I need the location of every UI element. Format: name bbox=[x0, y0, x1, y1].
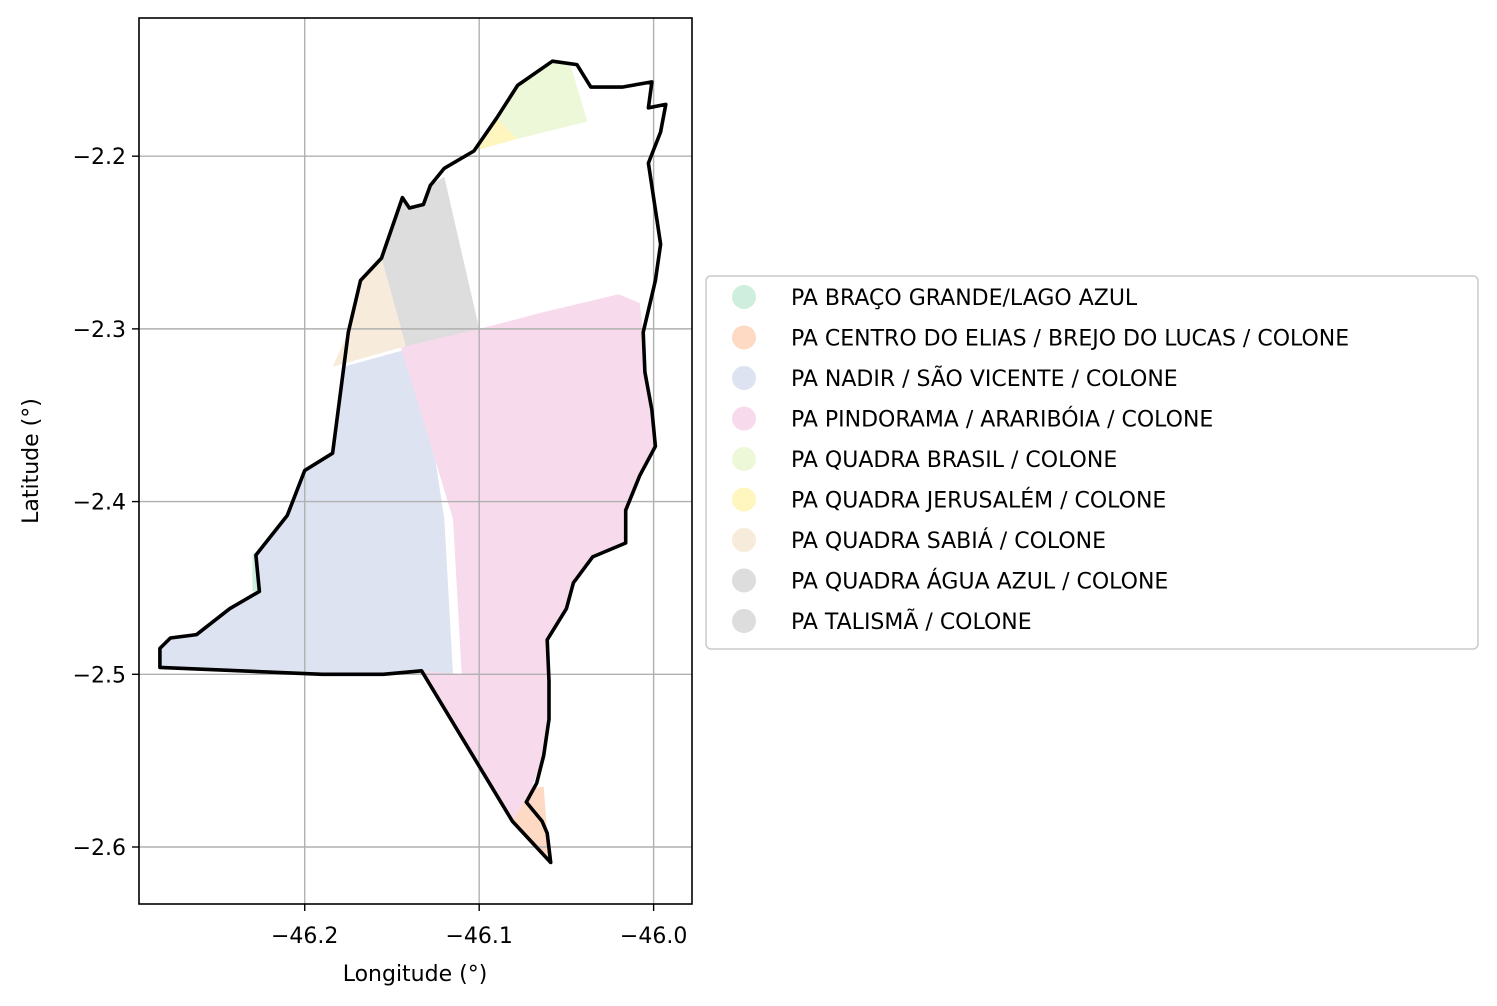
legend-marker-2 bbox=[732, 366, 756, 390]
legend-label-6: PA QUADRA SABIÁ / COLONE bbox=[791, 528, 1106, 554]
regions-layer bbox=[158, 61, 656, 863]
y-axis-label: Latitude (°) bbox=[19, 398, 44, 524]
boundary-layer bbox=[158, 59, 668, 865]
legend-label-1: PA CENTRO DO ELIAS / BREJO DO LUCAS / CO… bbox=[791, 327, 1349, 352]
legend-label-2: PA NADIR / SÃO VICENTE / COLONE bbox=[791, 365, 1178, 392]
legend-label-7: PA QUADRA ÁGUA AZUL / COLONE bbox=[791, 569, 1168, 595]
y-tick-label-2: −2.4 bbox=[73, 491, 126, 516]
legend-marker-6 bbox=[732, 528, 756, 552]
legend-marker-7 bbox=[732, 568, 756, 593]
legend-marker-5 bbox=[732, 487, 756, 512]
legend-label-8: PA TALISMÃ / COLONE bbox=[791, 608, 1032, 635]
x-tick-label-1: −46.1 bbox=[445, 924, 512, 949]
legend-label-3: PA PINDORAMA / ARARIBÓIA / COLONE bbox=[791, 407, 1213, 433]
legend-label-4: PA QUADRA BRASIL / COLONE bbox=[791, 448, 1117, 473]
region-3 bbox=[400, 294, 656, 822]
region-5 bbox=[473, 118, 518, 151]
legend-marker-0 bbox=[732, 285, 756, 309]
y-tick-label-4: −2.6 bbox=[73, 836, 126, 861]
x-axis-label: Longitude (°) bbox=[343, 962, 488, 987]
axes-frame bbox=[138, 17, 693, 905]
x-tick-label-2: −46.0 bbox=[620, 924, 687, 949]
legend-marker-8 bbox=[732, 609, 756, 633]
y-tick-label-0: −2.2 bbox=[73, 145, 126, 170]
grid-layer bbox=[139, 18, 692, 904]
region-7 bbox=[381, 176, 480, 347]
x-tick-label-0: −46.2 bbox=[271, 924, 338, 949]
municipality-boundary bbox=[158, 59, 668, 865]
legend-label-0: PA BRAÇO GRANDE/LAGO AZUL bbox=[791, 286, 1138, 311]
legend-marker-4 bbox=[732, 447, 756, 471]
legend-label-5: PA QUADRA JERUSALÉM / COLONE bbox=[791, 488, 1166, 514]
legend-items: PA BRAÇO GRANDE/LAGO AZUL PA CENTRO DO EL… bbox=[732, 285, 1349, 635]
region-6 bbox=[332, 258, 406, 367]
legend: PA BRAÇO GRANDE/LAGO AZUL PA CENTRO DO EL… bbox=[705, 275, 1479, 650]
region-4 bbox=[496, 61, 588, 139]
region-1 bbox=[512, 786, 551, 863]
region-2 bbox=[158, 346, 453, 675]
legend-marker-1 bbox=[732, 325, 756, 350]
legend-box bbox=[705, 275, 1479, 650]
y-tick-label-1: −2.3 bbox=[73, 318, 126, 343]
legend-marker-3 bbox=[732, 406, 756, 431]
y-tick-label-3: −2.5 bbox=[73, 663, 126, 688]
ticks-layer: −46.2 −46.1 −46.0 −2.2 −2.3 −2.4 −2.5 −2.6 bbox=[73, 145, 688, 949]
